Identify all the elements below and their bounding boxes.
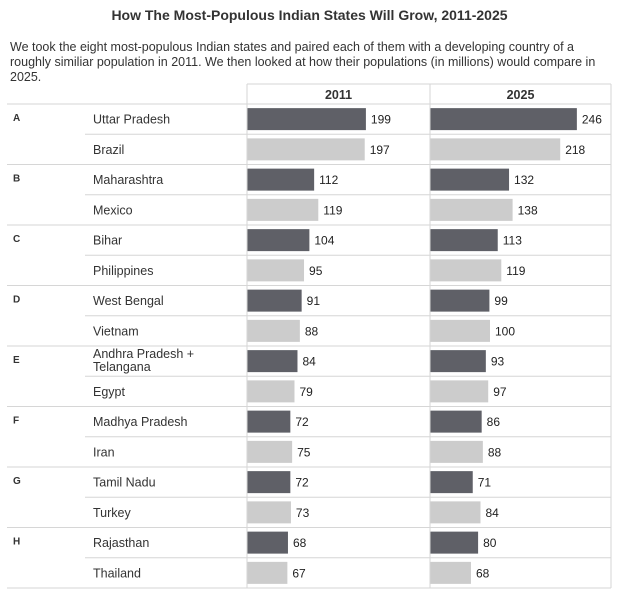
state-bar	[247, 289, 302, 312]
bar-value-label: 119	[323, 203, 342, 217]
bar-value-label: 113	[503, 234, 522, 248]
bar-value-label: 75	[297, 445, 311, 459]
country-bar	[247, 501, 291, 524]
country-bar	[247, 259, 305, 282]
row-label: Philippines	[93, 264, 153, 278]
row-label: Mexico	[93, 203, 133, 217]
bar-value-label: 97	[493, 385, 507, 399]
bar-value-label: 197	[370, 143, 390, 157]
state-bar	[430, 168, 510, 191]
state-bar	[247, 531, 288, 554]
row-label: Maharashtra	[93, 173, 163, 187]
bar-value-label: 67	[292, 566, 306, 580]
chart-title: How The Most-Populous Indian States Will…	[111, 7, 508, 23]
state-bar	[430, 289, 490, 312]
row-label: Iran	[93, 445, 115, 459]
group-letter: F	[13, 416, 19, 427]
bar-value-label: 79	[300, 385, 314, 399]
group-letter: H	[13, 537, 20, 548]
country-bar	[430, 198, 513, 221]
bar-value-label: 112	[319, 173, 338, 187]
row-label: Andhra Pradesh + Telangana	[93, 347, 194, 374]
column-header: 2011	[325, 88, 352, 102]
chart-subtitle: We took the eight most-populous Indian s…	[10, 40, 596, 84]
state-bar	[430, 531, 479, 554]
row-label: Turkey	[93, 506, 131, 520]
bar-value-label: 100	[495, 324, 515, 338]
country-bar	[430, 440, 483, 463]
country-bar	[247, 561, 288, 584]
state-bar	[247, 168, 315, 191]
row-label: West Bengal	[93, 294, 164, 308]
bar-value-label: 95	[309, 264, 323, 278]
country-bar	[247, 138, 365, 161]
bar-value-label: 91	[307, 294, 321, 308]
row-label: Rajasthan	[93, 536, 149, 550]
state-bar	[247, 350, 298, 373]
state-bar	[430, 350, 486, 373]
bar-value-label: 71	[478, 476, 492, 490]
row-label: Thailand	[93, 566, 141, 580]
group-letter: G	[13, 476, 21, 487]
row-label: Madhya Pradesh	[93, 415, 188, 429]
state-bar	[430, 410, 482, 433]
row-label: Uttar Pradesh	[93, 113, 170, 127]
country-bar	[430, 259, 502, 282]
bar-value-label: 218	[565, 143, 585, 157]
state-bar	[247, 108, 366, 131]
bar-value-label: 246	[582, 113, 602, 127]
country-bar	[247, 380, 295, 403]
group-letter: A	[13, 113, 20, 124]
bar-value-label: 72	[295, 476, 309, 490]
row-label: Tamil Nadu	[93, 476, 156, 490]
row-label: Egypt	[93, 385, 125, 399]
country-bar	[247, 319, 300, 342]
group-letter: E	[13, 355, 20, 366]
state-bar	[247, 410, 291, 433]
country-bar	[430, 380, 489, 403]
country-bar	[247, 440, 293, 463]
row-label: Brazil	[93, 143, 124, 157]
state-bar	[247, 229, 310, 252]
country-bar	[430, 319, 490, 342]
bar-value-label: 86	[487, 415, 501, 429]
bar-value-label: 84	[302, 355, 316, 369]
bar-value-label: 88	[305, 324, 319, 338]
bar-value-label: 138	[518, 203, 538, 217]
row-label: Bihar	[93, 234, 122, 248]
bar-value-label: 68	[476, 566, 490, 580]
bar-value-label: 199	[371, 113, 391, 127]
bar-value-label: 93	[491, 355, 505, 369]
bar-value-label: 72	[295, 415, 309, 429]
row-label: Vietnam	[93, 324, 139, 338]
bar-value-label: 99	[494, 294, 508, 308]
bar-value-label: 132	[514, 173, 534, 187]
state-bar	[430, 229, 498, 252]
bar-value-label: 119	[506, 264, 525, 278]
group-letter: C	[13, 234, 20, 245]
column-header: 2025	[507, 88, 535, 102]
country-bar	[247, 198, 319, 221]
bar-value-label: 84	[485, 506, 499, 520]
bar-value-label: 88	[488, 445, 502, 459]
state-bar	[247, 471, 291, 494]
bar-value-label: 104	[314, 234, 334, 248]
country-bar	[430, 138, 561, 161]
country-bar	[430, 561, 471, 584]
state-bar	[430, 108, 577, 131]
state-bar	[430, 471, 473, 494]
group-letter: D	[13, 295, 20, 306]
bar-value-label: 80	[483, 536, 497, 550]
country-bar	[430, 501, 481, 524]
bar-value-label: 73	[296, 506, 310, 520]
group-letter: B	[13, 174, 20, 185]
bar-value-label: 68	[293, 536, 307, 550]
